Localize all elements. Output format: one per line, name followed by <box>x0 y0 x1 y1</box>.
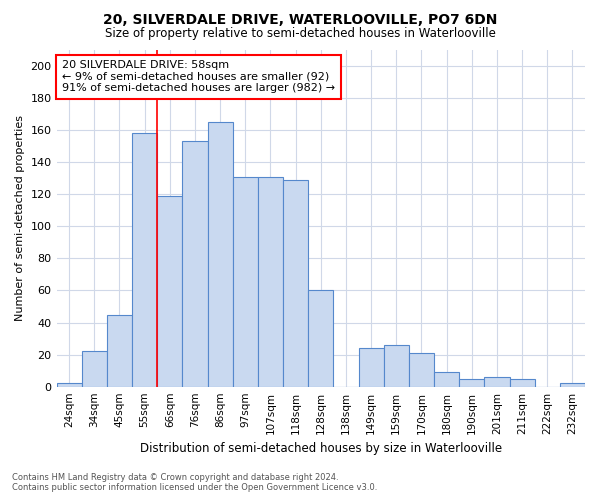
Bar <box>509 378 535 386</box>
Bar <box>484 377 509 386</box>
Y-axis label: Number of semi-detached properties: Number of semi-detached properties <box>15 116 25 322</box>
Bar <box>434 372 459 386</box>
Bar <box>459 378 484 386</box>
Bar <box>182 142 208 386</box>
Text: 20 SILVERDALE DRIVE: 58sqm
← 9% of semi-detached houses are smaller (92)
91% of : 20 SILVERDALE DRIVE: 58sqm ← 9% of semi-… <box>62 60 335 94</box>
Bar <box>132 134 157 386</box>
Bar <box>383 345 409 387</box>
Bar <box>258 176 283 386</box>
Bar <box>208 122 233 386</box>
Bar <box>82 352 107 386</box>
Bar <box>283 180 308 386</box>
Bar <box>308 290 334 386</box>
X-axis label: Distribution of semi-detached houses by size in Waterlooville: Distribution of semi-detached houses by … <box>140 442 502 455</box>
Text: Contains HM Land Registry data © Crown copyright and database right 2024.
Contai: Contains HM Land Registry data © Crown c… <box>12 473 377 492</box>
Bar <box>233 176 258 386</box>
Bar <box>157 196 182 386</box>
Text: 20, SILVERDALE DRIVE, WATERLOOVILLE, PO7 6DN: 20, SILVERDALE DRIVE, WATERLOOVILLE, PO7… <box>103 12 497 26</box>
Bar <box>560 384 585 386</box>
Bar <box>56 384 82 386</box>
Bar <box>359 348 383 387</box>
Text: Size of property relative to semi-detached houses in Waterlooville: Size of property relative to semi-detach… <box>104 28 496 40</box>
Bar <box>409 353 434 386</box>
Bar <box>107 314 132 386</box>
